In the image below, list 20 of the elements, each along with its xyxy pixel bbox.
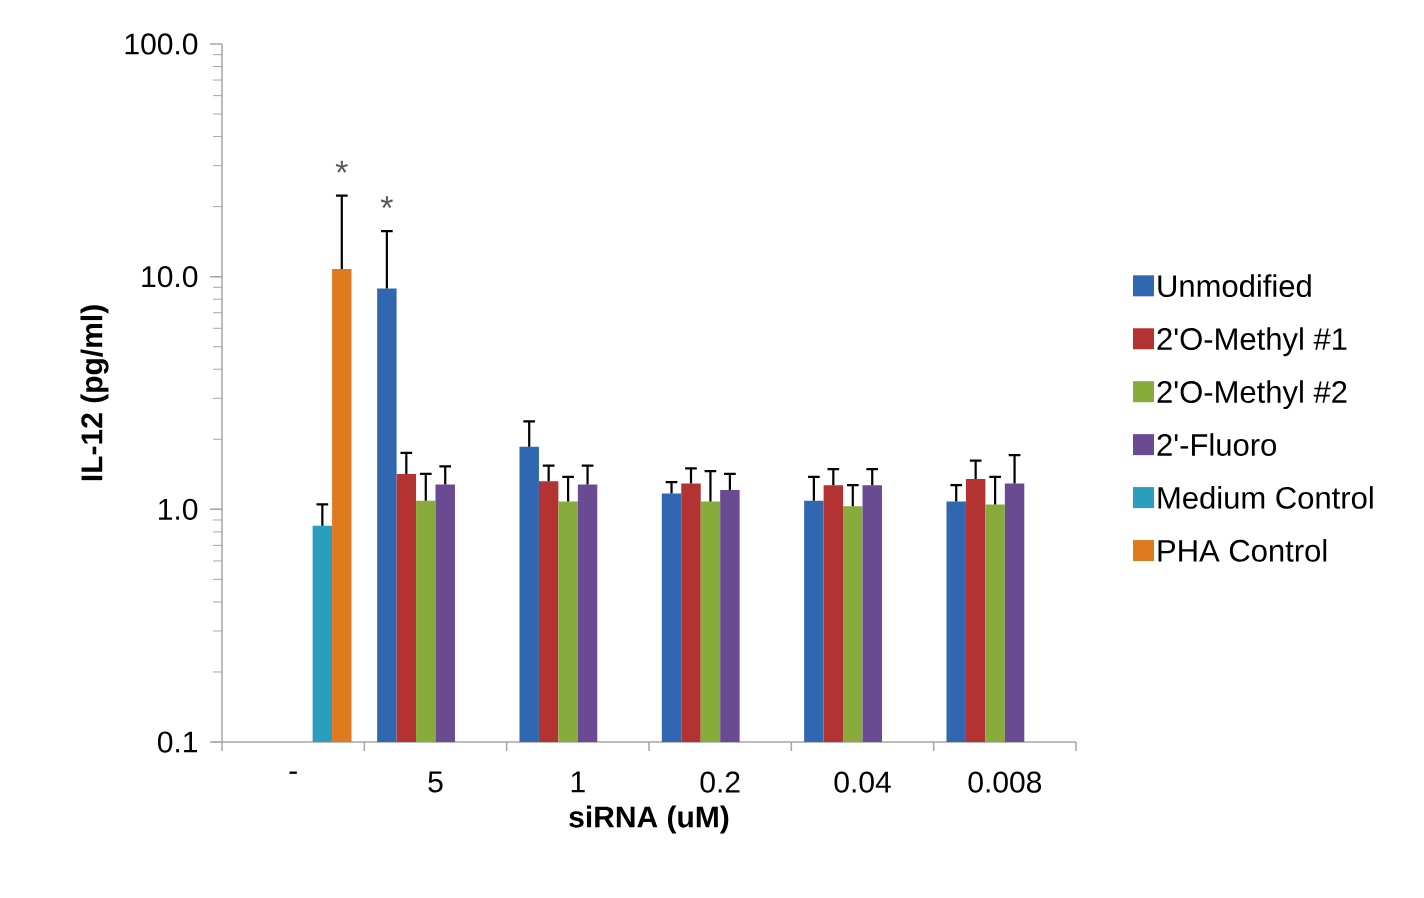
x-tick-label: 0.04 bbox=[834, 771, 891, 793]
x-tick-label: 5 bbox=[428, 771, 443, 793]
x-tick-label: 1 bbox=[571, 771, 585, 793]
y-tick-label: 10.0 bbox=[142, 266, 198, 288]
x-tick-label: 0.008 bbox=[968, 771, 1042, 793]
annotation: * bbox=[380, 196, 393, 209]
legend-label: Unmodified bbox=[1158, 274, 1311, 298]
y-tick-label: 1.0 bbox=[159, 498, 198, 520]
x-tick-label: - bbox=[289, 771, 297, 774]
x-tick-label: 0.2 bbox=[700, 771, 740, 793]
legend-label: 2'O-Methyl #1 bbox=[1157, 327, 1347, 357]
legend-label: PHA Control bbox=[1158, 539, 1327, 562]
y-tick-label: 100.0 bbox=[125, 33, 198, 55]
annotation: * bbox=[335, 160, 348, 173]
y-tick-label: 0.1 bbox=[157, 731, 198, 753]
legend-label: Medium Control bbox=[1158, 486, 1373, 509]
legend-label: 2'-Fluoro bbox=[1157, 433, 1277, 456]
y-axis-title: IL-12 (pg/ml) bbox=[80, 305, 109, 481]
legend-label: 2'O-Methyl #2 bbox=[1157, 380, 1347, 410]
x-axis-title: siRNA (uM) bbox=[569, 805, 729, 834]
